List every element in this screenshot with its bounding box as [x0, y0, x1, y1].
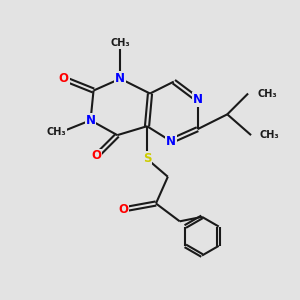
Text: CH₃: CH₃	[46, 127, 66, 137]
Text: CH₃: CH₃	[260, 130, 280, 140]
Text: N: N	[85, 114, 96, 127]
Text: CH₃: CH₃	[110, 38, 130, 48]
Text: O: O	[92, 149, 101, 162]
Text: N: N	[115, 72, 125, 85]
Text: N: N	[193, 93, 202, 106]
Text: S: S	[143, 152, 151, 165]
Text: O: O	[59, 72, 69, 85]
Text: N: N	[166, 135, 176, 148]
Text: CH₃: CH₃	[257, 88, 277, 98]
Text: O: O	[118, 203, 128, 216]
